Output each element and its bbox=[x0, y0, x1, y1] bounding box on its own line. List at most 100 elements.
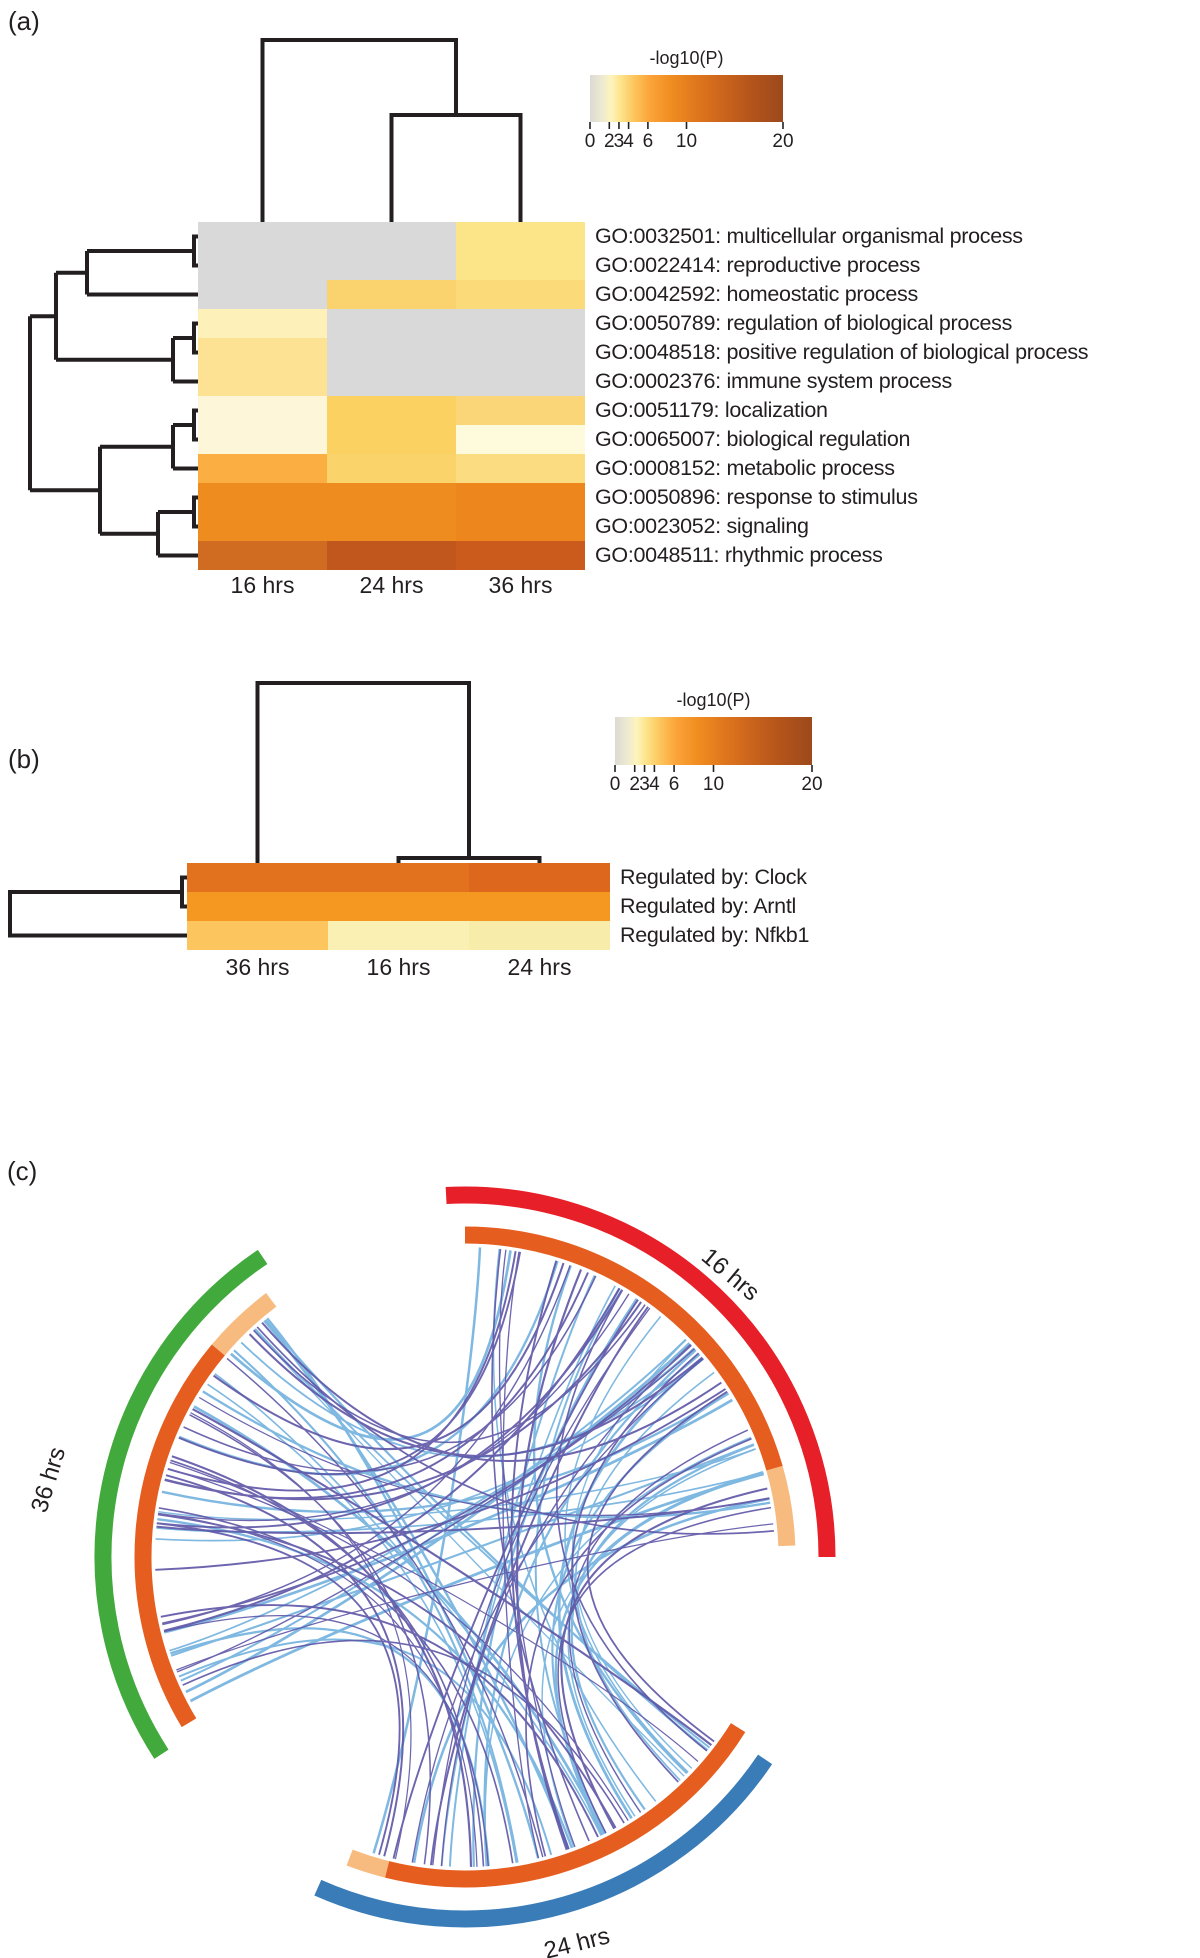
circos-inner-arc-24hrs-1 bbox=[385, 1723, 746, 1888]
go-term-label: GO:0048518: positive regulation of biolo… bbox=[595, 340, 1089, 364]
heatmap-a-cell bbox=[327, 425, 456, 454]
colorbar-tick-label: 20 bbox=[772, 131, 794, 152]
heatmap-a-cell bbox=[327, 280, 456, 309]
heatmap-a-cell bbox=[456, 367, 585, 396]
row-dendrogram-a bbox=[28, 234, 198, 558]
colorbar-tick-label: 2 bbox=[604, 131, 615, 152]
heatmap-a-cell bbox=[327, 512, 456, 541]
heatmap-a-cell bbox=[456, 483, 585, 512]
heatmap-a-cell bbox=[327, 396, 456, 425]
panel-a-label: (a) bbox=[8, 6, 40, 36]
go-term-label: GO:0042592: homeostatic process bbox=[595, 282, 918, 306]
panel-b-label: (b) bbox=[8, 744, 40, 774]
colorbar-a bbox=[590, 75, 783, 122]
colorbar-tick-label: 20 bbox=[801, 774, 823, 795]
colorbar-tick-label: 6 bbox=[668, 774, 680, 795]
column-label: 16 hrs bbox=[230, 572, 295, 598]
heatmap-a-cell bbox=[456, 338, 585, 367]
column-label: 24 hrs bbox=[359, 572, 424, 598]
go-term-label: GO:0051179: localization bbox=[595, 398, 828, 422]
heatmap-b-cell bbox=[469, 921, 610, 950]
heatmap-a-cell bbox=[327, 309, 456, 338]
heatmap-a-cell bbox=[456, 309, 585, 338]
colorbar-tick-label: 0 bbox=[584, 131, 596, 152]
heatmap-a-cell bbox=[198, 425, 327, 454]
column-label: 24 hrs bbox=[507, 954, 572, 980]
colorbar-b bbox=[615, 717, 812, 765]
heatmap-b-cell bbox=[469, 863, 610, 892]
circos-outer-arc-36hrs bbox=[94, 1249, 268, 1759]
circos-outer-arc-24hrs bbox=[314, 1754, 773, 1928]
heatmap-a-cell bbox=[456, 454, 585, 483]
circos-inner-arc-36hrs-0 bbox=[211, 1293, 277, 1356]
go-term-label: GO:0032501: multicellular organismal pro… bbox=[595, 224, 1023, 248]
colorbar-tick-label: 4 bbox=[649, 774, 660, 795]
column-dendrogram-b bbox=[255, 681, 542, 863]
circos-inner-arc-24hrs-0 bbox=[346, 1849, 390, 1878]
column-dendrogram-a bbox=[260, 38, 523, 222]
heatmap-a-cell bbox=[198, 309, 327, 338]
heatmap-a-cell bbox=[198, 483, 327, 512]
regulator-label: Regulated by: Clock bbox=[620, 865, 807, 889]
colorbar-tick-label: 10 bbox=[702, 774, 725, 795]
chord-links-dark bbox=[155, 1248, 774, 1867]
colorbar-tick-label: 0 bbox=[609, 774, 621, 795]
go-term-label: GO:0048511: rhythmic process bbox=[595, 543, 883, 567]
go-term-label: GO:0065007: biological regulation bbox=[595, 427, 911, 451]
column-label: 16 hrs bbox=[366, 954, 431, 980]
colorbar-tick-label: 10 bbox=[675, 131, 698, 152]
column-label: 36 hrs bbox=[488, 572, 553, 598]
go-term-label: GO:0002376: immune system process bbox=[595, 369, 952, 393]
heatmap-b-cell bbox=[469, 892, 610, 921]
regulator-label: Regulated by: Nfkb1 bbox=[620, 923, 810, 947]
heatmap-b-cell bbox=[328, 892, 469, 921]
heatmap-a-cell bbox=[327, 251, 456, 280]
colorbar-tick-label: 2 bbox=[629, 774, 640, 795]
heatmap-a-cell bbox=[198, 454, 327, 483]
row-dendrogram-b bbox=[8, 875, 187, 938]
heatmap-a-cell bbox=[198, 512, 327, 541]
heatmap-a-cell bbox=[327, 338, 456, 367]
colorbar-tick-label: 3 bbox=[613, 131, 625, 152]
colorbar-tick-label: 4 bbox=[623, 131, 634, 152]
heatmap-a-cell bbox=[198, 367, 327, 396]
heatmap-b-cell bbox=[328, 863, 469, 892]
heatmap-b-cell bbox=[187, 892, 328, 921]
heatmap-a-cell bbox=[198, 396, 327, 425]
heatmap-a-cell bbox=[456, 280, 585, 309]
go-term-label: GO:0050789: regulation of biological pro… bbox=[595, 311, 1013, 335]
colorbar-b-title: -log10(P) bbox=[676, 690, 751, 710]
heatmap-b-cell bbox=[187, 863, 328, 892]
go-term-label: GO:0022414: reproductive process bbox=[595, 253, 921, 277]
heatmap-a-cell bbox=[198, 251, 327, 280]
heatmap-a-cell bbox=[327, 483, 456, 512]
colorbar-a-title: -log10(P) bbox=[649, 48, 724, 68]
circos-inner-arc-16hrs-0 bbox=[766, 1465, 796, 1547]
heatmap-a-cell bbox=[198, 541, 327, 570]
colorbar-tick-label: 6 bbox=[642, 131, 654, 152]
go-term-label: GO:0050896: response to stimulus bbox=[595, 485, 918, 509]
heatmap-b-cell bbox=[187, 921, 328, 950]
heatmap-a-cell bbox=[327, 222, 456, 251]
go-term-label: GO:0023052: signaling bbox=[595, 514, 809, 538]
heatmap-a-cell bbox=[456, 251, 585, 280]
heatmap-a-cell bbox=[456, 396, 585, 425]
heatmap-a-cell bbox=[198, 280, 327, 309]
circos-outer-arc-16hrs bbox=[445, 1186, 836, 1558]
heatmap-a-cell bbox=[198, 338, 327, 367]
heatmap-a-cell bbox=[198, 222, 327, 251]
go-term-label: GO:0008152: metabolic process bbox=[595, 456, 895, 480]
heatmap-a-cell bbox=[327, 541, 456, 570]
heatmap-a-cell bbox=[456, 425, 585, 454]
circos-inner-arc-36hrs-1 bbox=[134, 1344, 225, 1728]
heatmap-a-cell bbox=[327, 367, 456, 396]
heatmap-a-cell bbox=[456, 541, 585, 570]
heatmap-a-cell bbox=[456, 222, 585, 251]
circos-inner-arc-16hrs-1 bbox=[464, 1226, 783, 1471]
column-label: 36 hrs bbox=[225, 954, 290, 980]
heatmap-a-cell bbox=[327, 454, 456, 483]
heatmap-b-cell bbox=[328, 921, 469, 950]
panel-c-label: (c) bbox=[7, 1156, 38, 1186]
